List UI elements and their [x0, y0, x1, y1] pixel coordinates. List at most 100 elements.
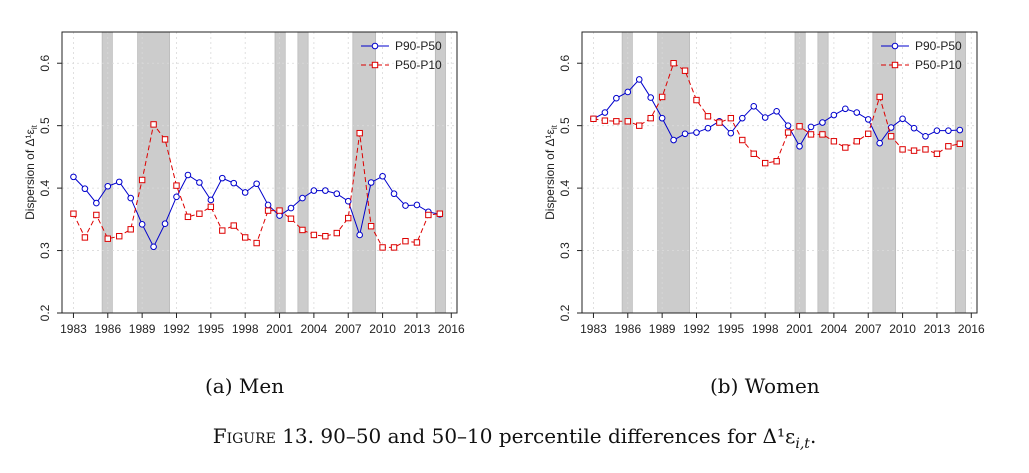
data-point	[241, 189, 249, 196]
data-point	[773, 158, 780, 165]
x-tick-label: 2004	[821, 322, 848, 336]
data-point	[299, 194, 306, 202]
data-point	[356, 231, 363, 239]
x-tick-label: 2001	[786, 322, 813, 336]
x-tick-label: 2007	[855, 322, 882, 336]
data-point	[253, 239, 260, 247]
data-point	[658, 114, 666, 122]
data-point	[739, 136, 746, 144]
data-point	[613, 118, 620, 125]
data-point	[899, 115, 906, 123]
y-tick-label: 0.5	[38, 117, 52, 134]
data-point	[716, 119, 723, 126]
data-point	[276, 207, 283, 214]
x-tick-label: 2007	[335, 322, 362, 336]
data-point	[727, 129, 735, 137]
data-point	[670, 136, 677, 144]
data-point	[876, 139, 883, 147]
x-tick-label: 1992	[163, 322, 190, 336]
legend-label: P50-P10	[915, 58, 962, 72]
data-point	[138, 176, 146, 184]
legend-label: P50-P10	[395, 58, 442, 72]
data-point	[218, 174, 226, 182]
x-tick-label: 2013	[404, 322, 431, 336]
data-point	[956, 140, 964, 147]
data-point	[379, 172, 386, 180]
data-point	[70, 173, 77, 181]
data-point	[161, 136, 169, 143]
data-point	[853, 138, 860, 145]
data-point	[865, 130, 872, 137]
data-point	[761, 114, 769, 121]
data-point	[842, 105, 849, 113]
data-point	[127, 226, 134, 233]
data-point	[750, 103, 758, 110]
data-point	[356, 129, 363, 137]
data-point	[956, 126, 964, 134]
data-point	[922, 132, 929, 140]
data-point	[287, 204, 295, 212]
data-point	[704, 113, 712, 120]
data-point	[807, 131, 815, 138]
x-tick-label: 1992	[683, 322, 710, 336]
data-point	[390, 244, 398, 251]
data-point	[910, 124, 918, 132]
figure-label: Figure 13.	[212, 424, 315, 448]
x-tick-label: 2004	[301, 322, 328, 336]
data-point	[333, 229, 340, 237]
y-tick-label: 0.5	[558, 117, 572, 134]
data-point	[367, 179, 375, 186]
recession-band	[297, 31, 309, 314]
recession-band	[137, 31, 170, 314]
data-point	[704, 124, 712, 132]
y-tick-label: 0.4	[558, 179, 572, 196]
legend-marker	[371, 42, 379, 50]
x-tick-label: 1995	[197, 322, 224, 336]
data-point	[241, 234, 249, 241]
x-tick-label: 1986	[94, 322, 121, 336]
x-tick-label: 1989	[129, 322, 156, 336]
data-point	[93, 211, 100, 219]
y-tick-label: 0.4	[38, 179, 52, 196]
y-tick-label: 0.6	[558, 55, 572, 72]
data-point	[693, 129, 700, 136]
data-point	[161, 220, 169, 228]
data-point	[887, 133, 895, 140]
data-point	[624, 118, 631, 125]
data-point	[115, 178, 123, 186]
data-point	[425, 211, 432, 219]
plot-frame	[581, 31, 978, 314]
data-point	[173, 193, 180, 201]
data-point	[402, 237, 409, 245]
data-point	[333, 190, 341, 198]
data-point	[93, 199, 100, 207]
y-tick-label: 0.2	[558, 304, 572, 321]
data-point	[876, 93, 883, 101]
recession-band	[954, 31, 966, 314]
data-point	[910, 147, 918, 154]
data-point	[681, 130, 689, 138]
recession-band	[274, 31, 286, 314]
data-point	[322, 187, 329, 194]
data-point	[624, 88, 632, 96]
caption-men: (a) Men	[205, 374, 285, 398]
data-point	[413, 201, 421, 209]
y-tick-label: 0.3	[558, 242, 572, 259]
y-tick-label: 0.3	[38, 242, 52, 259]
data-point	[613, 94, 620, 102]
data-point	[830, 138, 838, 145]
data-point	[184, 213, 192, 221]
panel-women: 0.2 0.3 0.4 0.5 0.6 1983 1986 1989 1992 1995 1998 2…	[520, 0, 1029, 364]
data-point	[264, 201, 272, 209]
data-point	[601, 109, 609, 116]
data-point	[830, 111, 838, 119]
data-point	[310, 231, 318, 239]
data-point	[127, 194, 134, 202]
chart-men: 0.2 0.3 0.4 0.5 0.6 1983 1986 1989 1992 1995 1998 2…	[23, 31, 465, 336]
data-point	[287, 215, 295, 222]
figure-caption-math: Δ¹εi,t.	[762, 424, 817, 452]
recession-band	[621, 31, 633, 314]
data-point	[658, 93, 666, 101]
data-point	[436, 210, 444, 217]
panel-men: 0.2 0.3 0.4 0.5 0.6 1983 1986 1989 1992 1995 1998 2…	[0, 0, 510, 364]
